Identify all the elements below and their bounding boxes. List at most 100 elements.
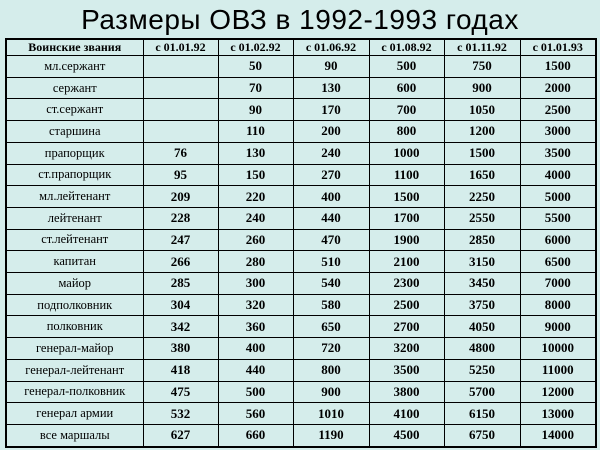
- table-row: ст.лейтенант 247 260 470 1900 2850 6000: [5, 228, 597, 252]
- table-row: подполковник 304 320 580 2500 3750 8000: [5, 293, 597, 317]
- value-cell: 2500: [368, 293, 445, 317]
- rank-cell: ст.сержант: [5, 98, 144, 122]
- rank-cell: ст.лейтенант: [5, 228, 144, 252]
- value-cell: 700: [368, 98, 445, 122]
- value-cell: 6750: [443, 423, 521, 448]
- value-cell: 12000: [519, 380, 597, 404]
- ovz-rates-table: Воинские звания с 01.01.92 с 01.02.92 с 01.…: [5, 38, 597, 448]
- value-cell: 150: [217, 163, 294, 187]
- value-cell: 440: [217, 358, 294, 382]
- table-row: полковник 342 360 650 2700 4050 9000: [5, 315, 597, 339]
- value-cell: 342: [142, 315, 219, 339]
- value-cell: 1000: [368, 141, 445, 165]
- table-header-row: Воинские звания с 01.01.92 с 01.02.92 с 01.…: [5, 38, 597, 56]
- value-cell: 6500: [519, 250, 597, 274]
- rank-cell: лейтенант: [5, 206, 144, 230]
- value-cell: 4500: [368, 423, 445, 448]
- value-cell: 6000: [519, 228, 597, 252]
- value-cell: 5000: [519, 185, 597, 208]
- table-body: мл.сержант 50 90 500 750 1500 сержант 70 130 600 9…: [5, 55, 597, 448]
- table-row: все маршалы 627 660 1190 4500 6750 14000: [5, 423, 597, 448]
- value-cell: 5700: [443, 380, 521, 404]
- value-cell: 500: [217, 380, 294, 404]
- page-title: Размеры ОВЗ в 1992-1993 годах: [81, 4, 519, 35]
- value-cell: 304: [142, 293, 219, 317]
- table-row: генерал-майор 380 400 720 3200 4800 10000: [5, 337, 597, 360]
- value-cell: 400: [292, 185, 370, 208]
- value-cell: 50: [217, 55, 294, 78]
- table-row: капитан 266 280 510 2100 3150 6500: [5, 250, 597, 274]
- value-cell: 600: [368, 76, 445, 100]
- value-cell: 650: [292, 315, 370, 339]
- value-cell: 532: [142, 402, 219, 425]
- value-cell: 285: [142, 272, 219, 295]
- value-cell: 2300: [368, 272, 445, 295]
- value-cell: 70: [217, 76, 294, 100]
- table-row: ст.прапорщик 95 150 270 1100 1650 4000: [5, 163, 597, 187]
- rank-cell: генерал-полковник: [5, 380, 144, 404]
- value-cell: 320: [217, 293, 294, 317]
- value-cell: 500: [368, 55, 445, 78]
- rank-cell: ст.прапорщик: [5, 163, 144, 187]
- rank-cell: генерал-майор: [5, 337, 144, 360]
- value-cell: 800: [292, 358, 370, 382]
- header-date-column: с 01.08.92: [368, 38, 445, 56]
- value-cell: [142, 76, 219, 100]
- value-cell: 380: [142, 337, 219, 360]
- value-cell: 130: [292, 76, 370, 100]
- value-cell: 560: [217, 402, 294, 425]
- value-cell: 2700: [368, 315, 445, 339]
- value-cell: 209: [142, 185, 219, 208]
- value-cell: 2250: [443, 185, 521, 208]
- header-date-column: с 01.02.92: [217, 38, 294, 56]
- rank-cell: майор: [5, 272, 144, 295]
- value-cell: 1200: [443, 120, 521, 143]
- value-cell: 2850: [443, 228, 521, 252]
- value-cell: 475: [142, 380, 219, 404]
- value-cell: 247: [142, 228, 219, 252]
- value-cell: 1500: [368, 185, 445, 208]
- table-row: генерал-полковник 475 500 900 3800 5700 12000: [5, 380, 597, 404]
- rank-cell: генерал армии: [5, 402, 144, 425]
- value-cell: 90: [217, 98, 294, 122]
- value-cell: 3200: [368, 337, 445, 360]
- value-cell: 4100: [368, 402, 445, 425]
- rank-cell: прапорщик: [5, 141, 144, 165]
- value-cell: 5250: [443, 358, 521, 382]
- value-cell: 95: [142, 163, 219, 187]
- value-cell: 220: [217, 185, 294, 208]
- value-cell: 418: [142, 358, 219, 382]
- value-cell: 270: [292, 163, 370, 187]
- table-row: лейтенант 228 240 440 1700 2550 5500: [5, 206, 597, 230]
- value-cell: 1100: [368, 163, 445, 187]
- table-row: сержант 70 130 600 900 2000: [5, 76, 597, 100]
- value-cell: 200: [292, 120, 370, 143]
- value-cell: 14000: [519, 423, 597, 448]
- value-cell: 3000: [519, 120, 597, 143]
- value-cell: 76: [142, 141, 219, 165]
- value-cell: 228: [142, 206, 219, 230]
- value-cell: 627: [142, 423, 219, 448]
- value-cell: 240: [292, 141, 370, 165]
- table-row: генерал армии 532 560 1010 4100 6150 13000: [5, 402, 597, 425]
- value-cell: 4050: [443, 315, 521, 339]
- value-cell: 900: [292, 380, 370, 404]
- value-cell: 3150: [443, 250, 521, 274]
- value-cell: 240: [217, 206, 294, 230]
- value-cell: 720: [292, 337, 370, 360]
- value-cell: 266: [142, 250, 219, 274]
- value-cell: 750: [443, 55, 521, 78]
- value-cell: 6150: [443, 402, 521, 425]
- table-row: мл.сержант 50 90 500 750 1500: [5, 55, 597, 78]
- value-cell: 170: [292, 98, 370, 122]
- value-cell: 2550: [443, 206, 521, 230]
- value-cell: 3500: [519, 141, 597, 165]
- header-date-column: с 01.11.92: [443, 38, 521, 56]
- value-cell: 4000: [519, 163, 597, 187]
- header-date-column: с 01.01.93: [519, 38, 597, 56]
- rank-cell: полковник: [5, 315, 144, 339]
- value-cell: 10000: [519, 337, 597, 360]
- value-cell: 510: [292, 250, 370, 274]
- value-cell: 90: [292, 55, 370, 78]
